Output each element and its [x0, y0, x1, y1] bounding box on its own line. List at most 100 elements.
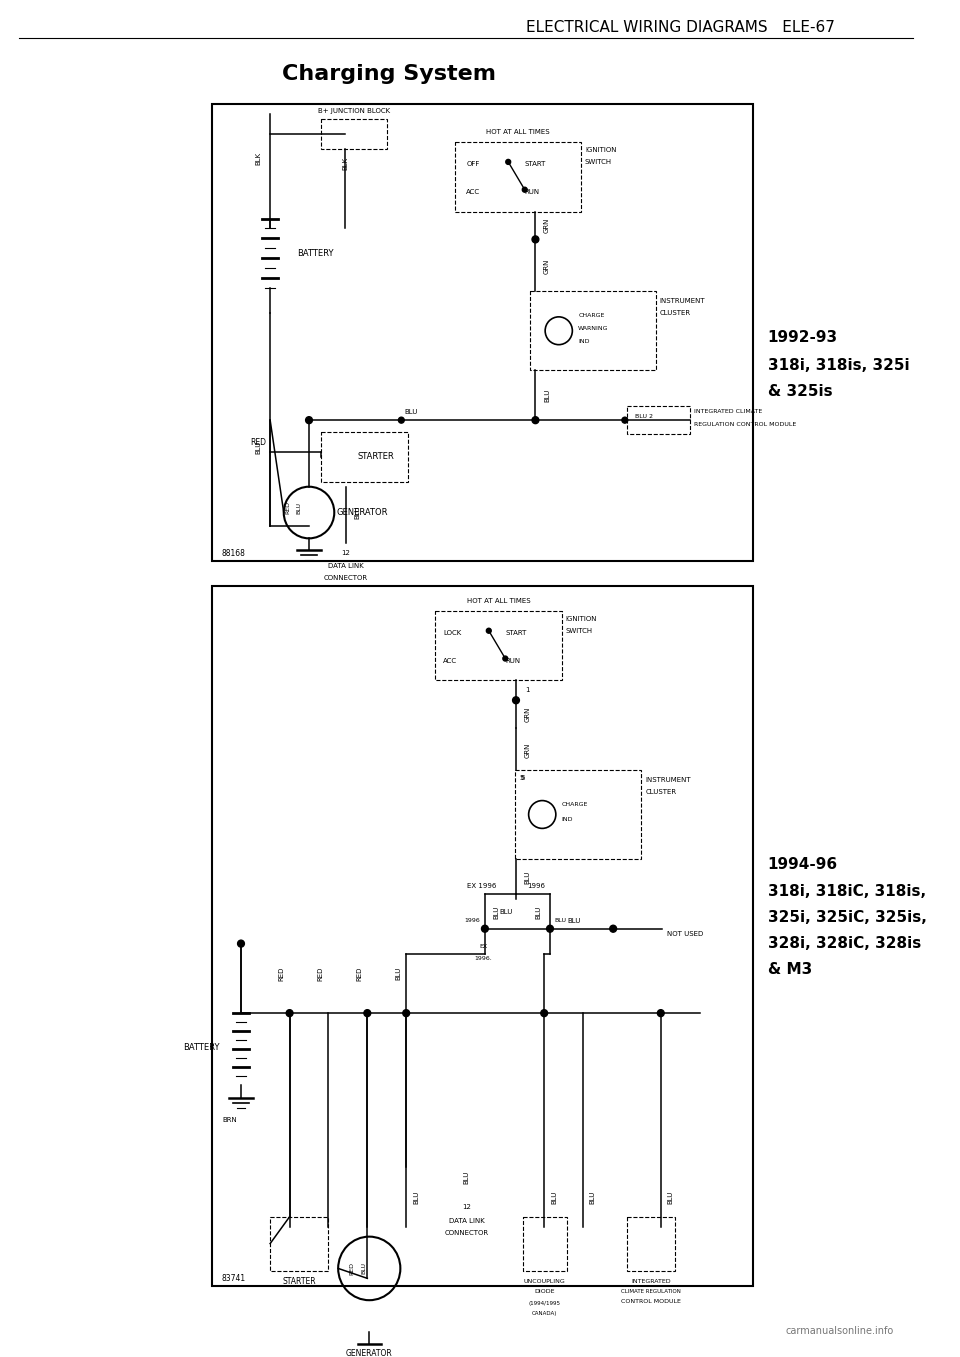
Text: CLIMATE REGULATION: CLIMATE REGULATION — [621, 1289, 681, 1293]
Text: RED: RED — [251, 437, 266, 446]
Text: BATTERY: BATTERY — [298, 248, 334, 258]
Text: BLU: BLU — [667, 1190, 674, 1204]
Text: CHARGE: CHARGE — [562, 802, 588, 807]
Text: 318i, 318iC, 318is,: 318i, 318iC, 318is, — [768, 885, 925, 900]
Text: START: START — [525, 161, 546, 167]
Circle shape — [482, 925, 489, 932]
Text: CONTROL MODULE: CONTROL MODULE — [621, 1299, 681, 1304]
Text: CLUSTER: CLUSTER — [645, 788, 677, 795]
Text: CLUSTER: CLUSTER — [660, 309, 691, 316]
Text: GRN: GRN — [544, 259, 550, 274]
Text: RUN: RUN — [505, 658, 520, 664]
Circle shape — [532, 236, 539, 243]
Text: INTEGRATED CLIMATE: INTEGRATED CLIMATE — [694, 408, 762, 414]
Bar — [435, 611, 562, 680]
Bar — [627, 406, 690, 434]
Text: DATA LINK: DATA LINK — [448, 1217, 484, 1224]
Circle shape — [487, 628, 492, 634]
Bar — [523, 1217, 566, 1272]
Text: CANADA): CANADA) — [532, 1311, 557, 1316]
Circle shape — [513, 696, 519, 704]
Text: BLU: BLU — [555, 919, 566, 923]
Text: 1994-96: 1994-96 — [768, 856, 838, 871]
Circle shape — [403, 1010, 410, 1016]
Text: BLU: BLU — [297, 502, 301, 513]
Text: RUN: RUN — [525, 189, 540, 194]
Text: REGULATION CONTROL MODULE: REGULATION CONTROL MODULE — [694, 422, 796, 426]
Text: INTEGRATED: INTEGRATED — [632, 1278, 671, 1284]
Text: carmanualsonline.info: carmanualsonline.info — [785, 1326, 894, 1337]
Circle shape — [506, 159, 511, 164]
Text: BLK: BLK — [255, 152, 261, 166]
Text: BLU: BLU — [567, 917, 581, 924]
Text: & 325is: & 325is — [768, 384, 832, 399]
Text: 5: 5 — [520, 775, 524, 780]
Text: 12: 12 — [462, 1204, 470, 1210]
Text: UNCOUPLING: UNCOUPLING — [523, 1278, 565, 1284]
Circle shape — [622, 417, 628, 423]
Text: BLU: BLU — [464, 1170, 469, 1183]
Text: 1996.: 1996. — [474, 957, 492, 961]
Text: GENERATOR: GENERATOR — [346, 1349, 393, 1357]
Text: GRN: GRN — [525, 707, 531, 722]
Text: DATA LINK: DATA LINK — [328, 563, 364, 569]
Text: 328i, 328iC, 328is: 328i, 328iC, 328is — [768, 936, 921, 951]
Text: BLU: BLU — [413, 1190, 419, 1204]
Text: 12: 12 — [342, 550, 350, 556]
Text: 318i, 318is, 325i: 318i, 318is, 325i — [768, 358, 909, 373]
Circle shape — [540, 1010, 547, 1016]
Text: (1994/1995: (1994/1995 — [528, 1300, 561, 1305]
Text: 1: 1 — [526, 688, 530, 693]
Text: GRN: GRN — [525, 742, 531, 757]
Text: BLU: BLU — [354, 506, 361, 520]
Text: IGNITION: IGNITION — [585, 147, 616, 153]
Text: 88168: 88168 — [222, 548, 246, 558]
Text: BLU: BLU — [551, 1190, 557, 1204]
Circle shape — [305, 417, 312, 423]
Text: BLK: BLK — [342, 157, 348, 171]
Bar — [212, 104, 753, 562]
Text: BATTERY: BATTERY — [183, 1044, 220, 1053]
Text: IGNITION: IGNITION — [565, 616, 597, 622]
Bar — [515, 769, 641, 859]
Circle shape — [658, 1010, 664, 1016]
Circle shape — [286, 1010, 293, 1016]
Text: CHARGE: CHARGE — [578, 313, 605, 319]
Text: EX: EX — [479, 944, 487, 949]
Text: BLU: BLU — [536, 905, 541, 919]
Text: BLU: BLU — [525, 870, 531, 883]
Bar — [455, 142, 581, 212]
Text: INSTRUMENT: INSTRUMENT — [645, 776, 691, 783]
Text: 1996: 1996 — [465, 919, 480, 923]
Circle shape — [546, 925, 553, 932]
Circle shape — [398, 417, 404, 423]
Text: 83741: 83741 — [222, 1274, 246, 1282]
Text: STARTER: STARTER — [358, 452, 395, 461]
Text: ACC: ACC — [467, 189, 481, 194]
Text: BRN: BRN — [222, 1117, 237, 1124]
Text: RED: RED — [349, 1262, 354, 1276]
Text: B+ JUNCTION BLOCK: B+ JUNCTION BLOCK — [318, 109, 390, 114]
Text: OFF: OFF — [467, 161, 480, 167]
Text: 325i, 325iC, 325is,: 325i, 325iC, 325is, — [768, 911, 926, 925]
Text: 1992-93: 1992-93 — [768, 330, 838, 345]
Bar — [530, 290, 656, 370]
Text: DIODE: DIODE — [534, 1289, 555, 1293]
Bar — [627, 1217, 676, 1272]
Text: IND: IND — [562, 817, 573, 822]
Text: STARTER: STARTER — [282, 1277, 316, 1286]
Text: BLU: BLU — [544, 388, 550, 402]
Text: SWITCH: SWITCH — [565, 628, 592, 634]
Text: IND: IND — [578, 339, 589, 345]
Text: BLU 2: BLU 2 — [635, 414, 653, 419]
Text: & M3: & M3 — [768, 962, 812, 977]
Text: INSTRUMENT: INSTRUMENT — [660, 299, 706, 304]
Circle shape — [364, 1010, 371, 1016]
Text: RED: RED — [356, 966, 363, 981]
Text: RED: RED — [285, 501, 290, 514]
Text: WARNING: WARNING — [578, 326, 609, 331]
Text: BLU: BLU — [404, 410, 418, 415]
Text: GRN: GRN — [544, 217, 550, 233]
Circle shape — [610, 925, 616, 932]
Bar — [321, 119, 387, 149]
